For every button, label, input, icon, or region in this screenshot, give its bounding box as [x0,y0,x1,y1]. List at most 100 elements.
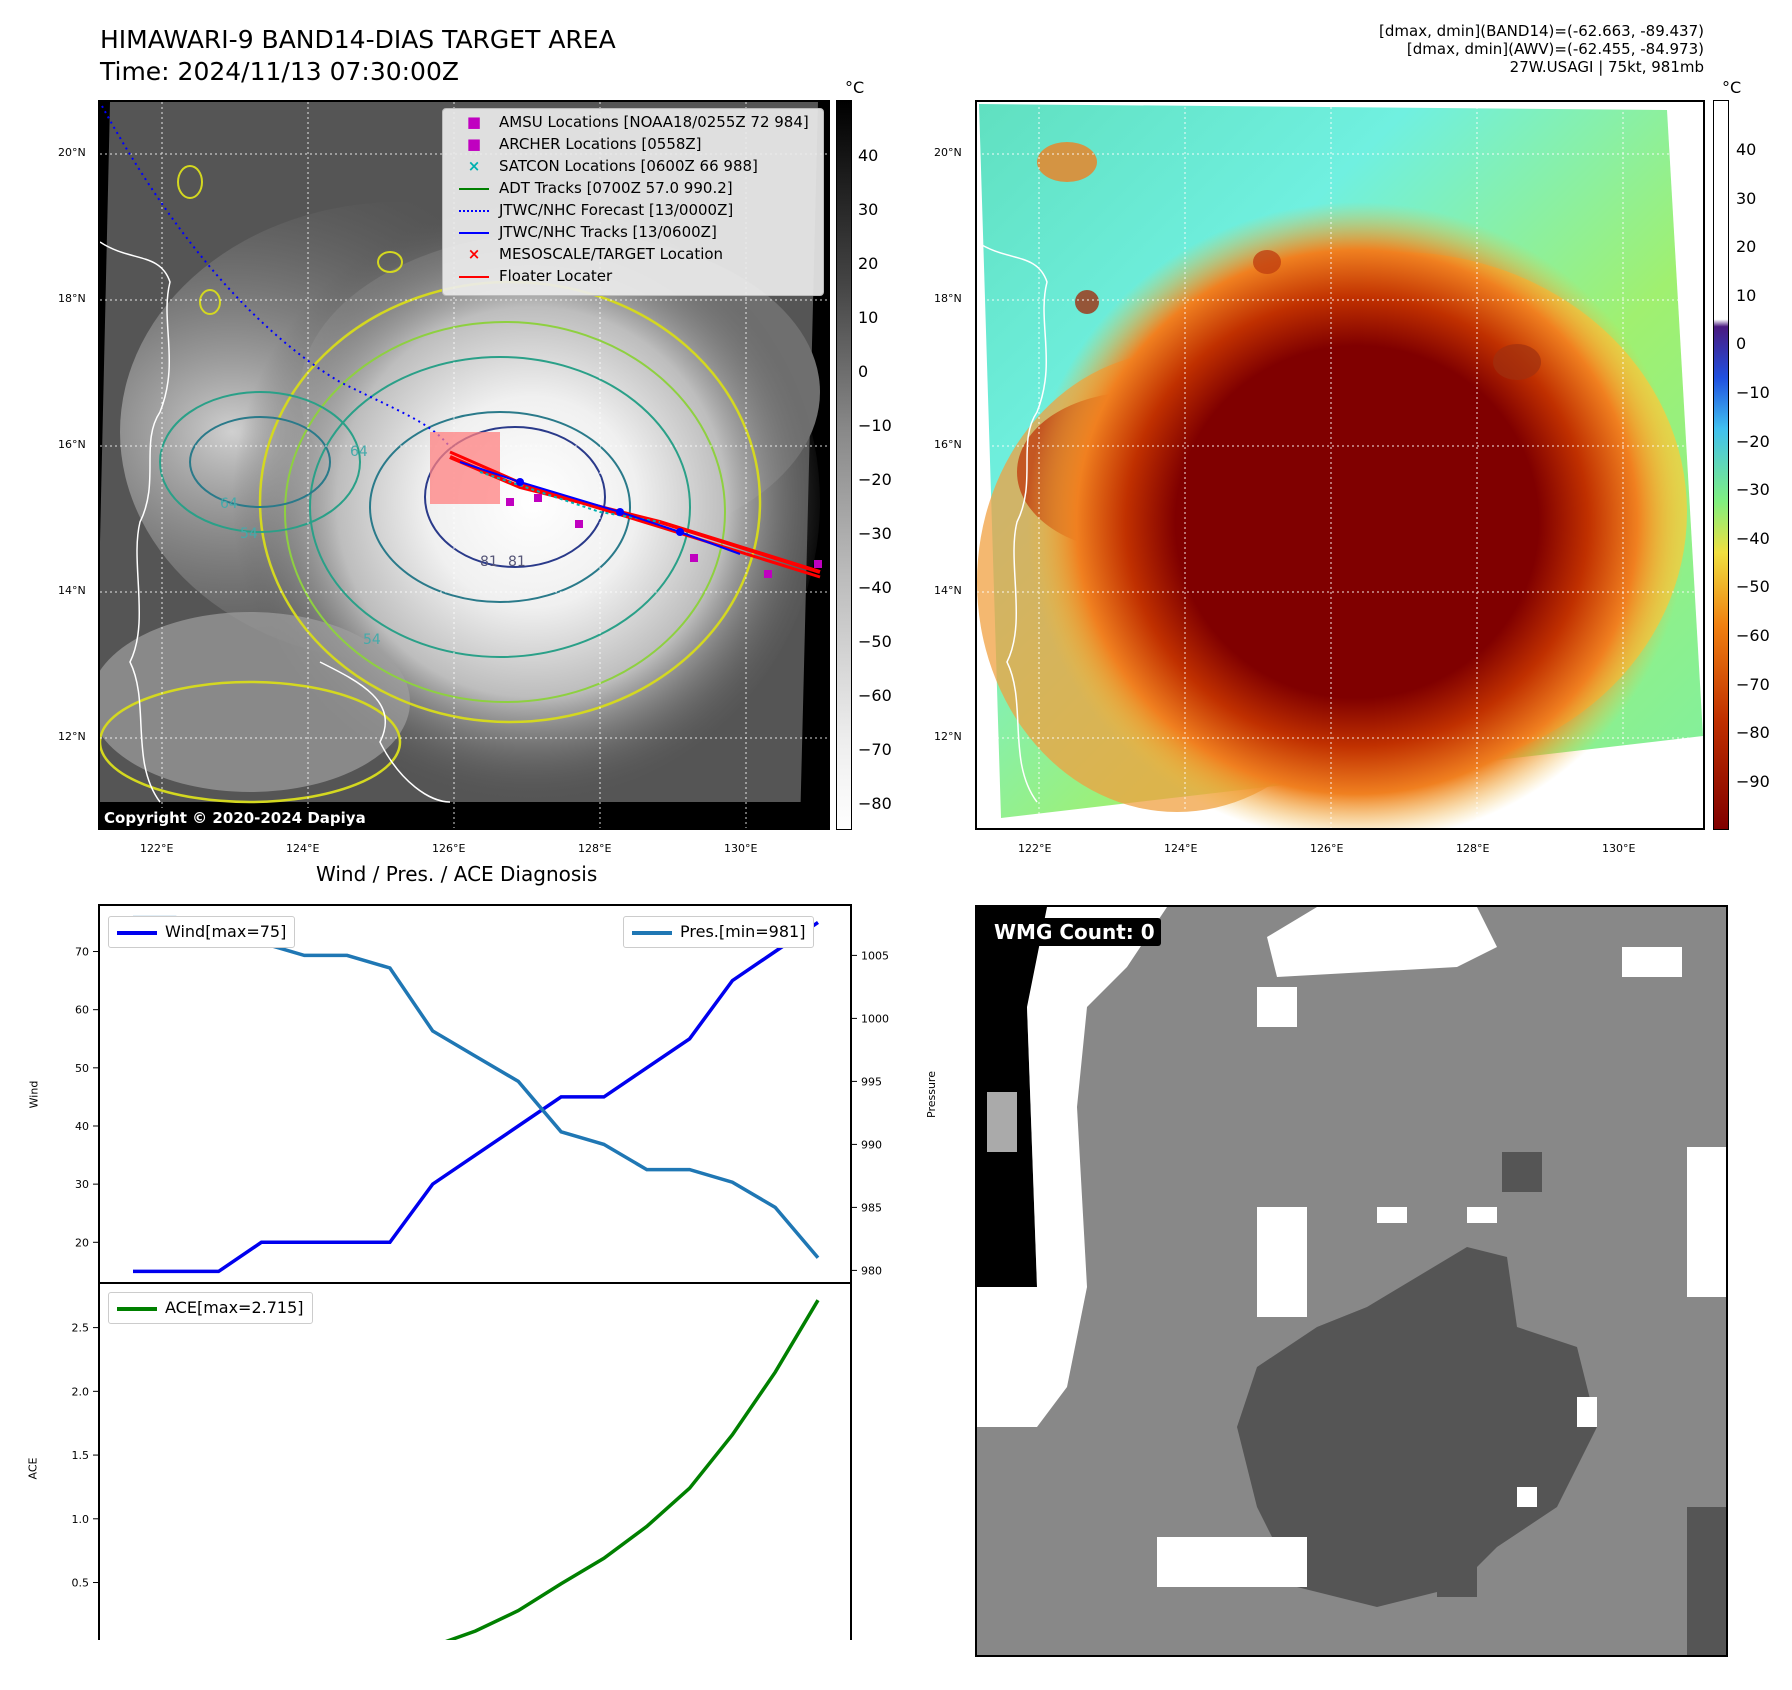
pressure-tick-label: 1005 [861,949,889,962]
awv-colorbar-tick: 20 [1736,237,1757,257]
awv-colorbar-tick: −40 [1736,528,1770,548]
wind-tick-label: 40 [75,1120,89,1133]
awv-colorbar-tick: −30 [1736,480,1770,500]
wind-tick-label: 30 [75,1178,89,1191]
ir-colorbar-tick: −30 [858,524,892,543]
info-line-2: [dmax, dmin](AWV)=(-62.455, -84.973) [1406,40,1704,58]
wind-axis-label: Wind [27,1080,41,1109]
legend-forecast: JTWC/NHC Forecast [13/0000Z] [457,199,733,221]
awv-lon-tick-126: 126°E [1310,842,1344,855]
awv-lat-tick-14: 14°N [934,584,962,597]
ace-tick-label: 1.0 [72,1513,90,1526]
figure-title: HIMAWARI-9 BAND14-DIAS TARGET AREA Time:… [100,24,616,88]
ir-colorbar-tick: 20 [858,254,879,273]
lon-tick-128: 128°E [578,842,612,855]
wmg-panel [975,905,1728,1657]
awv-colorbar-tick: −10 [1736,383,1770,402]
pressure-legend: Pres.[min=981] [623,916,815,948]
pressure-axis-label: Pressure [924,1071,938,1118]
awv-lat-tick-16: 16°N [934,438,962,451]
contour-label-2: 54 [240,526,258,542]
lon-tick-124: 124°E [286,842,320,855]
map-legend: ■ AMSU Locations [NOAA18/0255Z 72 984] ■ A… [442,108,824,296]
awv-colorbar-tick: −80 [1736,723,1770,743]
awv-colorbar-tick: −20 [1736,431,1770,451]
diagnosis-chart: 70 60 50 40 30 20 1005 1000 995 990 985 980 2.5 2.0 1.… [72,904,890,1640]
awv-colorbar-tick: 0 [1736,334,1747,354]
legend-satcon: × SATCON Locations [0600Z 66 988] [467,157,758,175]
ir-colorbar-tick: 40 [858,146,879,165]
awv-colorbar [1713,100,1729,830]
legend-amsu: ■ AMSU Locations [NOAA18/0255Z 72 984] [466,113,809,131]
pressure-tick-label: 980 [861,1264,882,1277]
lon-tick-122: 122°E [140,842,174,855]
awv-colorbar-tick: 10 [1736,285,1757,305]
ace-tick-label: 0.5 [72,1577,90,1590]
lat-tick-16: 16°N [58,438,86,451]
awv-colorbar-tick: −90 [1736,771,1770,791]
legend-target: × MESOSCALE/TARGET Location [467,245,724,263]
diagnosis-ticks: 70 60 50 40 30 20 1005 1000 995 990 985 980 2.5 2.0 1.… [72,946,890,1590]
legend-jtwc-tracks: JTWC/NHC Tracks [13/0600Z] [457,221,717,243]
contour-label-6: 81 [508,554,526,570]
info-line-1: [dmax, dmin](BAND14)=(-62.663, -89.437) [1379,22,1704,40]
lat-tick-18: 18°N [58,292,86,305]
wmg-image [977,907,1726,1655]
awv-map-panel [975,100,1705,830]
awv-colorbar-tick: 30 [1736,188,1757,208]
ace-series-line [445,1299,820,1640]
lon-tick-130: 130°E [724,842,758,855]
diagnosis-title: Wind / Pres. / ACE Diagnosis [316,862,598,886]
wind-pres-axes [98,904,852,1284]
ace-tick-label: 2.5 [72,1322,90,1335]
awv-lat-tick-12: 12°N [934,730,962,743]
wind-series-line [133,920,819,1274]
contour-label-4: 64 [350,444,368,460]
awv-colorbar-tick: −70 [1736,674,1770,694]
wind-tick-label: 20 [75,1236,89,1249]
ir-colorbar [836,100,852,830]
wind-tick-label: 60 [75,1004,89,1017]
pressure-tick-label: 995 [861,1075,882,1088]
ir-colorbar-tick: −20 [858,470,892,489]
ace-legend: ACE[max=2.715] [108,1292,313,1324]
title-line-1: HIMAWARI-9 BAND14-DIAS TARGET AREA [100,25,616,54]
info-line-3: 27W.USAGI | 75kt, 981mb [1509,58,1704,76]
legend-floater: Floater Locater [457,265,612,287]
storm-info: [dmax, dmin](BAND14)=(-62.663, -89.437) … [1379,22,1704,76]
pressure-tick-label: 985 [861,1201,882,1214]
ir-colorbar-tick: 10 [858,308,879,327]
awv-lon-tick-122: 122°E [1018,842,1052,855]
wmg-count-label: WMG Count: 0 [988,918,1161,946]
lat-tick-20: 20°N [58,146,86,159]
lon-tick-126: 126°E [432,842,466,855]
pressure-tick-label: 1000 [861,1012,889,1025]
copyright-notice: Copyright © 2020-2024 Dapiya [100,808,370,828]
legend-adt: ADT Tracks [0700Z 57.0 990.2] [457,177,733,199]
ir-colorbar-tick: −50 [858,632,892,651]
ir-colorbar-tick: 30 [858,200,879,219]
awv-lon-tick-124: 124°E [1164,842,1198,855]
ir-colorbar-tick: −40 [858,578,892,597]
ir-map-panel: 64 54 54 64 81 81 ■ AMSU Locations [NOAA1… [98,100,830,830]
wind-tick-label: 70 [75,946,89,959]
lat-tick-14: 14°N [58,584,86,597]
ir-colorbar-unit: °C [845,78,865,97]
wind-tick-label: 50 [75,1062,89,1075]
wind-legend: Wind[max=75] [108,916,296,948]
awv-colorbar-tick: 40 [1736,140,1757,159]
awv-colorbar-unit: °C [1722,78,1742,97]
contour-label-3: 54 [363,632,381,648]
ir-colorbar-tick: −70 [858,740,892,759]
ir-colorbar-tick: 0 [858,362,869,381]
pressure-tick-label: 990 [861,1138,882,1151]
awv-lon-tick-130: 130°E [1602,842,1636,855]
awv-lon-tick-128: 128°E [1456,842,1490,855]
ir-colorbar-tick: −10 [858,416,892,435]
awv-map-image [977,102,1703,828]
ir-colorbar-tick: −60 [858,686,892,705]
pressure-series-line [133,915,820,1259]
ace-tick-label: 1.5 [72,1449,90,1462]
awv-colorbar-tick: −50 [1736,577,1770,597]
ir-colorbar-tick: −80 [858,794,892,813]
